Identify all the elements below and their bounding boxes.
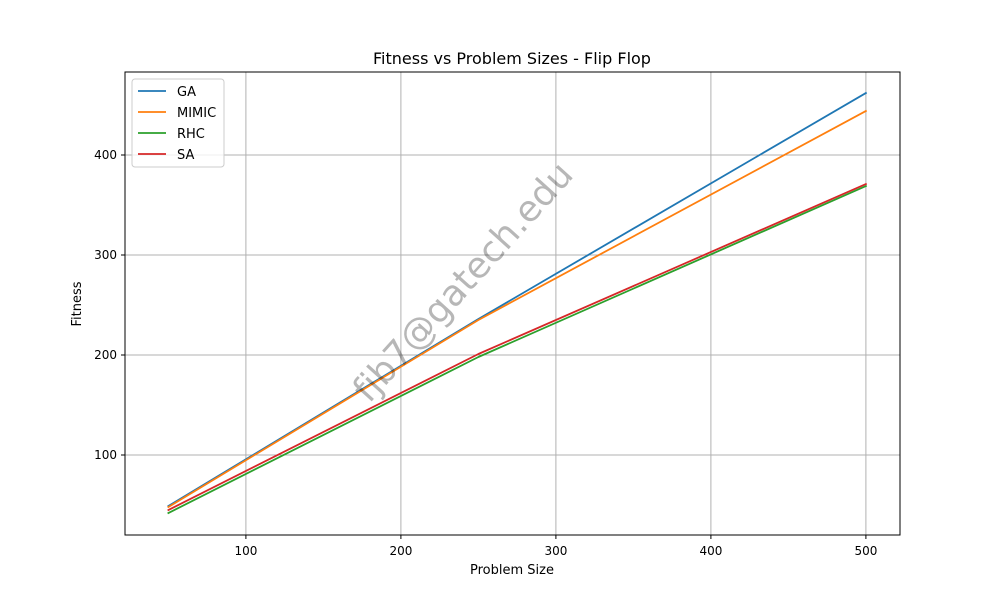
x-tick-label: 300 bbox=[544, 544, 567, 558]
legend-label-mimic: MIMIC bbox=[177, 106, 216, 121]
legend-label-rhc: RHC bbox=[177, 127, 205, 142]
y-tick-label: 400 bbox=[94, 148, 117, 162]
plot-area-frame bbox=[124, 71, 901, 536]
series-line-rhc bbox=[167, 184, 868, 515]
x-tick-label: 500 bbox=[854, 544, 877, 558]
axis-ticks: 100 200 300 400 500 100 200 300 400 bbox=[94, 148, 877, 558]
y-axis-label: Fitness bbox=[70, 281, 85, 326]
x-axis-label: Problem Size bbox=[470, 563, 554, 578]
legend-label-sa: SA bbox=[177, 148, 194, 163]
legend-box bbox=[131, 78, 225, 168]
legend-label-ga: GA bbox=[177, 85, 196, 100]
x-tick-label: 100 bbox=[234, 544, 257, 558]
watermark-text: fjb7@gatech.edu bbox=[345, 154, 581, 410]
y-tick-label: 100 bbox=[94, 448, 117, 462]
y-tick-label: 200 bbox=[94, 348, 117, 362]
series-lines bbox=[167, 91, 868, 515]
chart-title: Fitness vs Problem Sizes - Flip Flop bbox=[373, 49, 651, 68]
x-tick-label: 200 bbox=[389, 544, 412, 558]
x-tick-label: 400 bbox=[699, 544, 722, 558]
series-line-sa bbox=[167, 182, 868, 512]
legend: GA MIMIC RHC SA bbox=[131, 78, 225, 168]
series-line-mimic bbox=[167, 109, 868, 509]
y-tick-label: 300 bbox=[94, 248, 117, 262]
